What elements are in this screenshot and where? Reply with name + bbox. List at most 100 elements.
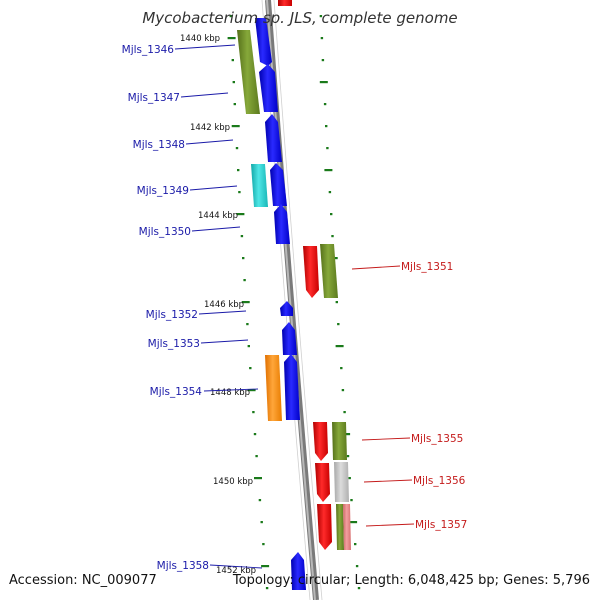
accession-text: Accession: NC_009077: [9, 573, 157, 588]
gene-label: Mjls_1349: [137, 185, 189, 197]
gene-blue-1358: [291, 552, 306, 590]
tick-mark: [330, 213, 333, 216]
tick-mark: [340, 367, 343, 370]
tick-mark: [240, 235, 244, 238]
gene-label: Mjls_1352: [146, 309, 198, 321]
gene-label: Mjls_1351: [401, 261, 453, 273]
gene-label: Mjls_1355: [411, 433, 463, 445]
gene-red-1355: [313, 422, 328, 461]
leader-line-1348: [185, 139, 234, 145]
forward-genes: [237, 18, 306, 590]
tick-mark: [319, 15, 323, 18]
tick-marks: [227, 15, 361, 590]
gene-salmon-1357: [343, 504, 351, 550]
tick-mark: [331, 235, 334, 238]
leader-line-1346: [174, 44, 236, 50]
gene-olive-1357: [336, 504, 344, 550]
tick-mark: [233, 103, 236, 106]
tick-mark: [348, 477, 351, 480]
tick-mark: [227, 37, 236, 40]
tick-mark: [335, 301, 338, 304]
leader-line-1358: [209, 564, 263, 569]
kbp-label: 1448 kbp: [210, 388, 250, 398]
gene-label: Mjls_1350: [139, 226, 191, 238]
gene-red-1356: [315, 463, 330, 502]
gene-blue-1346: [255, 18, 272, 66]
gene-label: Mjls_1354: [150, 386, 203, 398]
leader-line-1349: [189, 185, 238, 191]
tick-mark: [328, 191, 332, 194]
leader-line-1347: [180, 92, 229, 98]
tick-mark: [335, 345, 344, 348]
gene-cyan-1349: [251, 164, 268, 207]
tick-mark: [247, 389, 256, 392]
gene-label: Mjls_1358: [157, 560, 209, 572]
tick-mark: [252, 411, 255, 414]
leader-lines: [174, 44, 415, 569]
kbp-label: 1446 kbp: [204, 300, 244, 310]
gene-blue-1354: [284, 354, 300, 420]
tick-mark: [235, 147, 239, 150]
tick-mark: [229, 15, 232, 18]
kbp-label: 1442 kbp: [190, 123, 230, 133]
gene-label: Mjls_1347: [128, 92, 180, 104]
gene-labels-left: Mjls_1346 Mjls_1347 Mjls_1348 Mjls_1349 …: [122, 44, 209, 572]
gene-red-1357: [317, 504, 332, 550]
gene-labels-right: Mjls_1351 Mjls_1355 Mjls_1356 Mjls_1357: [401, 261, 467, 531]
leader-line-1352: [198, 310, 247, 315]
gene-label: Mjls_1357: [415, 519, 467, 531]
kbp-label: 1444 kbp: [198, 211, 238, 221]
tick-mark: [354, 543, 357, 546]
tick-mark: [255, 455, 258, 458]
gene-olive-1355: [332, 422, 347, 460]
kbp-labels: 1440 kbp 1442 kbp 1444 kbp 1446 kbp 1448…: [180, 34, 256, 576]
tick-mark: [253, 433, 257, 436]
leader-line-1354: [203, 388, 259, 392]
tick-mark: [236, 213, 245, 216]
leader-line-1353: [200, 339, 249, 344]
tick-mark: [320, 37, 324, 40]
gene-blue-1348: [265, 114, 282, 162]
gene-label: Mjls_1353: [148, 338, 200, 350]
tick-mark: [349, 521, 358, 524]
genome-summary-text: Topology: circular; Length: 6,048,425 bp…: [232, 573, 590, 588]
tick-mark: [355, 565, 359, 568]
tick-mark: [241, 301, 250, 304]
map-title: Mycobacterium sp. JLS, complete genome: [142, 9, 458, 27]
leader-line-1351: [351, 265, 401, 270]
tick-mark: [346, 455, 350, 458]
tick-mark: [238, 191, 241, 194]
gene-blue-1352: [280, 301, 293, 316]
gene-olive-1351: [320, 244, 338, 298]
tick-mark: [237, 169, 240, 172]
tick-mark: [249, 367, 252, 370]
gene-gray-1356: [334, 462, 349, 502]
gene-blue-1353: [282, 322, 297, 355]
leader-line-1357: [365, 523, 415, 527]
tick-mark: [357, 587, 361, 590]
tick-mark: [319, 81, 328, 84]
gene-blue-1349: [270, 163, 287, 206]
tick-mark: [242, 257, 245, 260]
tick-mark: [326, 147, 329, 150]
tick-mark: [337, 323, 340, 326]
gene-orange-1354: [265, 355, 282, 421]
leader-line-1356: [363, 479, 413, 483]
gene-blue-1347: [259, 64, 278, 112]
tick-mark: [246, 323, 249, 326]
tick-mark: [350, 499, 353, 502]
tick-mark: [262, 543, 265, 546]
tick-mark: [341, 389, 345, 392]
tick-mark: [258, 499, 262, 502]
gene-label: Mjls_1356: [413, 475, 466, 487]
tick-mark: [265, 587, 269, 590]
backbone-arc-outline-outer: [273, 0, 323, 600]
kbp-label: 1440 kbp: [180, 34, 220, 44]
tick-mark: [254, 477, 262, 480]
tick-mark: [321, 59, 325, 62]
kbp-label: 1452 kbp: [216, 566, 256, 576]
tick-mark: [323, 103, 327, 106]
tick-mark: [343, 411, 346, 414]
tick-mark: [324, 169, 333, 172]
